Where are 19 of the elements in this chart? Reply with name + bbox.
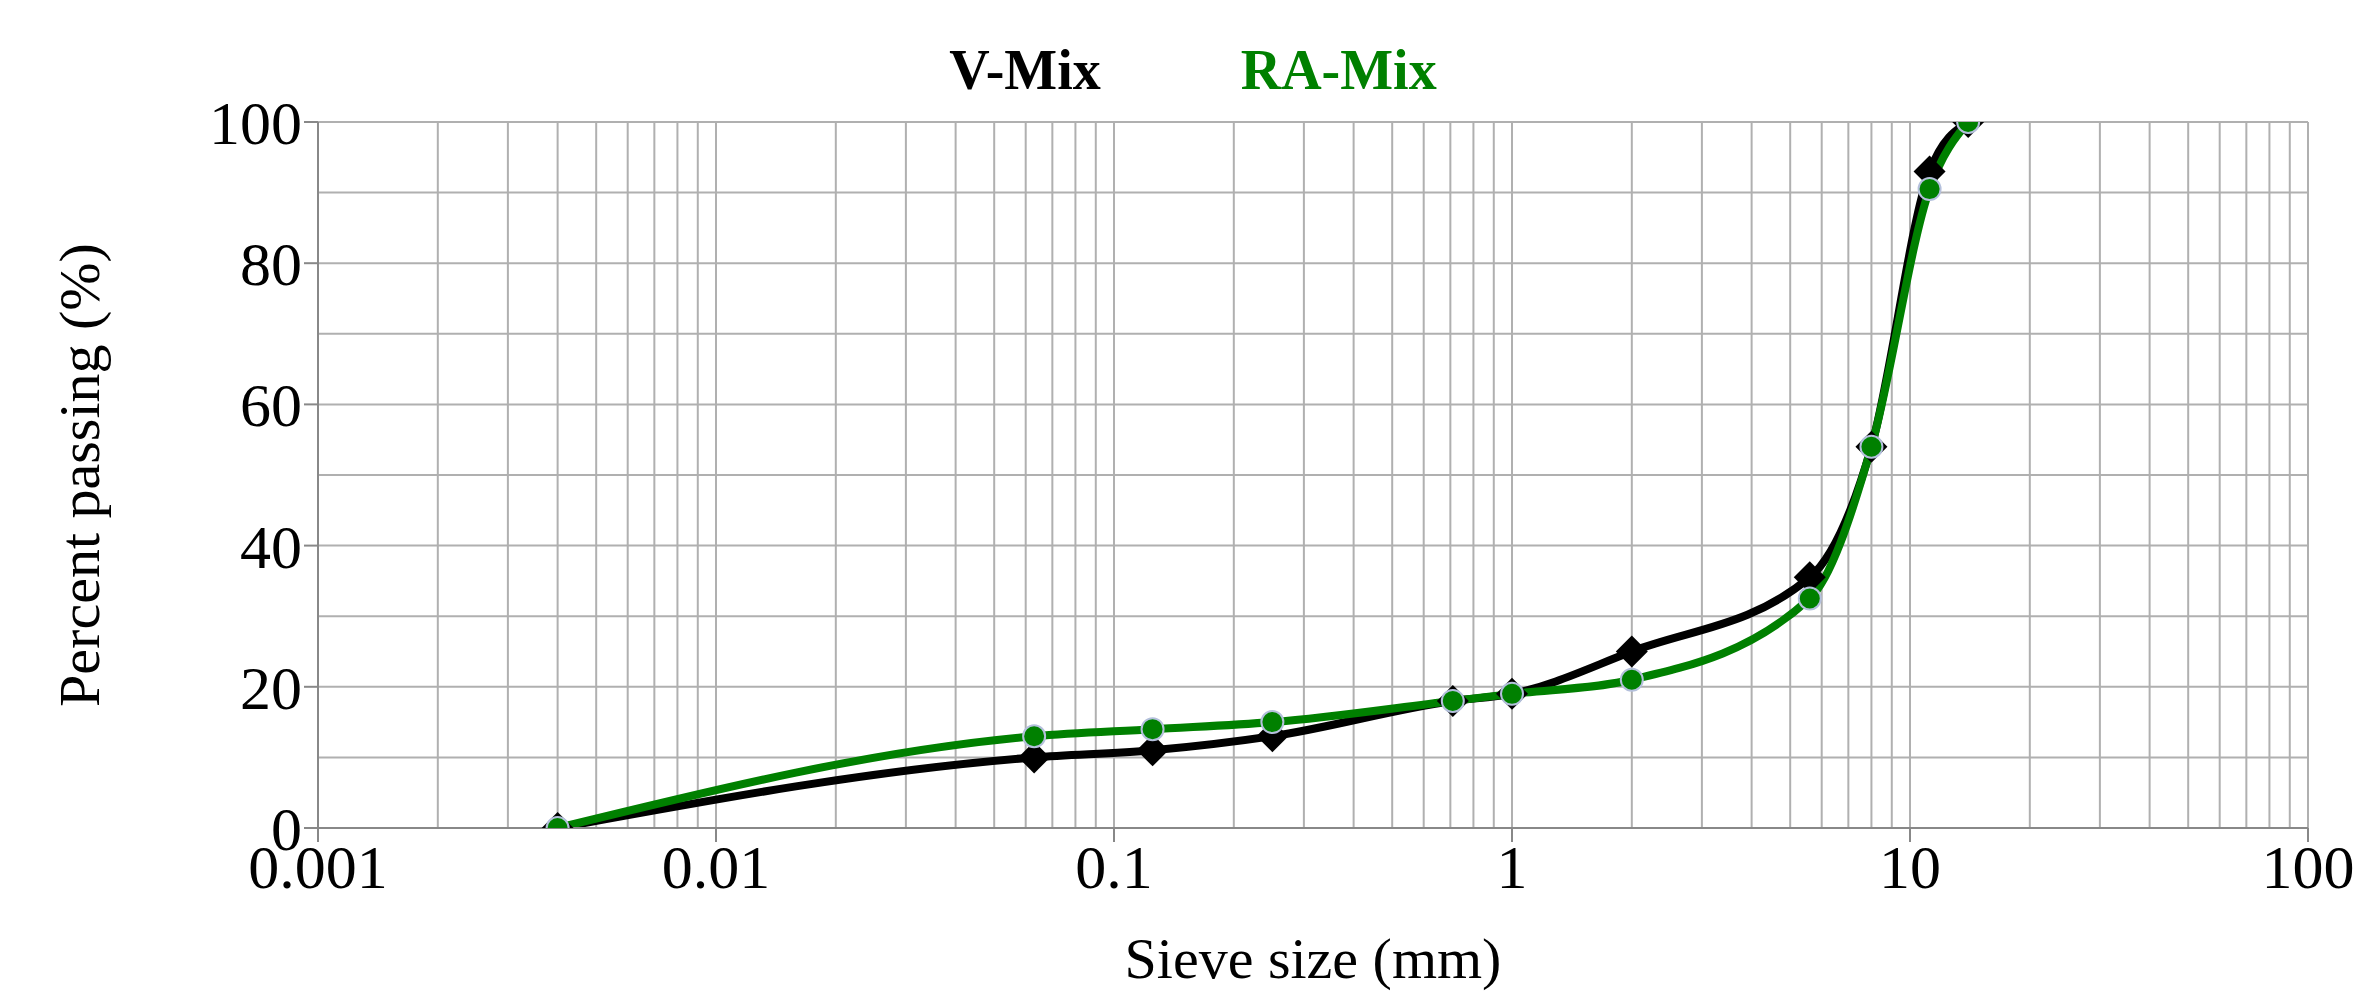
x-tick-label: 1: [1496, 833, 1528, 902]
y-tick-label: 20: [240, 653, 302, 722]
text: V-Mix: [949, 38, 1101, 102]
y-tick-label: 40: [240, 512, 302, 581]
y-tick-label: 80: [240, 230, 302, 299]
point: [1260, 710, 1285, 735]
x-tick-label: 0.01: [661, 833, 771, 902]
x-axis-title: Sieve size (mm): [1124, 926, 1502, 991]
text: RA-Mix: [1240, 38, 1437, 102]
x-tick-label: 100: [2261, 833, 2355, 902]
y-tick-label: 100: [209, 89, 302, 158]
y-tick-label: 60: [240, 371, 302, 440]
point: [1615, 635, 1648, 668]
y-axis-title: Percent passing (%): [46, 243, 112, 707]
x-tick-label: 10: [1879, 833, 1941, 902]
point: [1022, 724, 1047, 749]
point: [1619, 667, 1644, 692]
x-tick-label: 0.1: [1075, 833, 1153, 902]
point: [1140, 717, 1165, 742]
